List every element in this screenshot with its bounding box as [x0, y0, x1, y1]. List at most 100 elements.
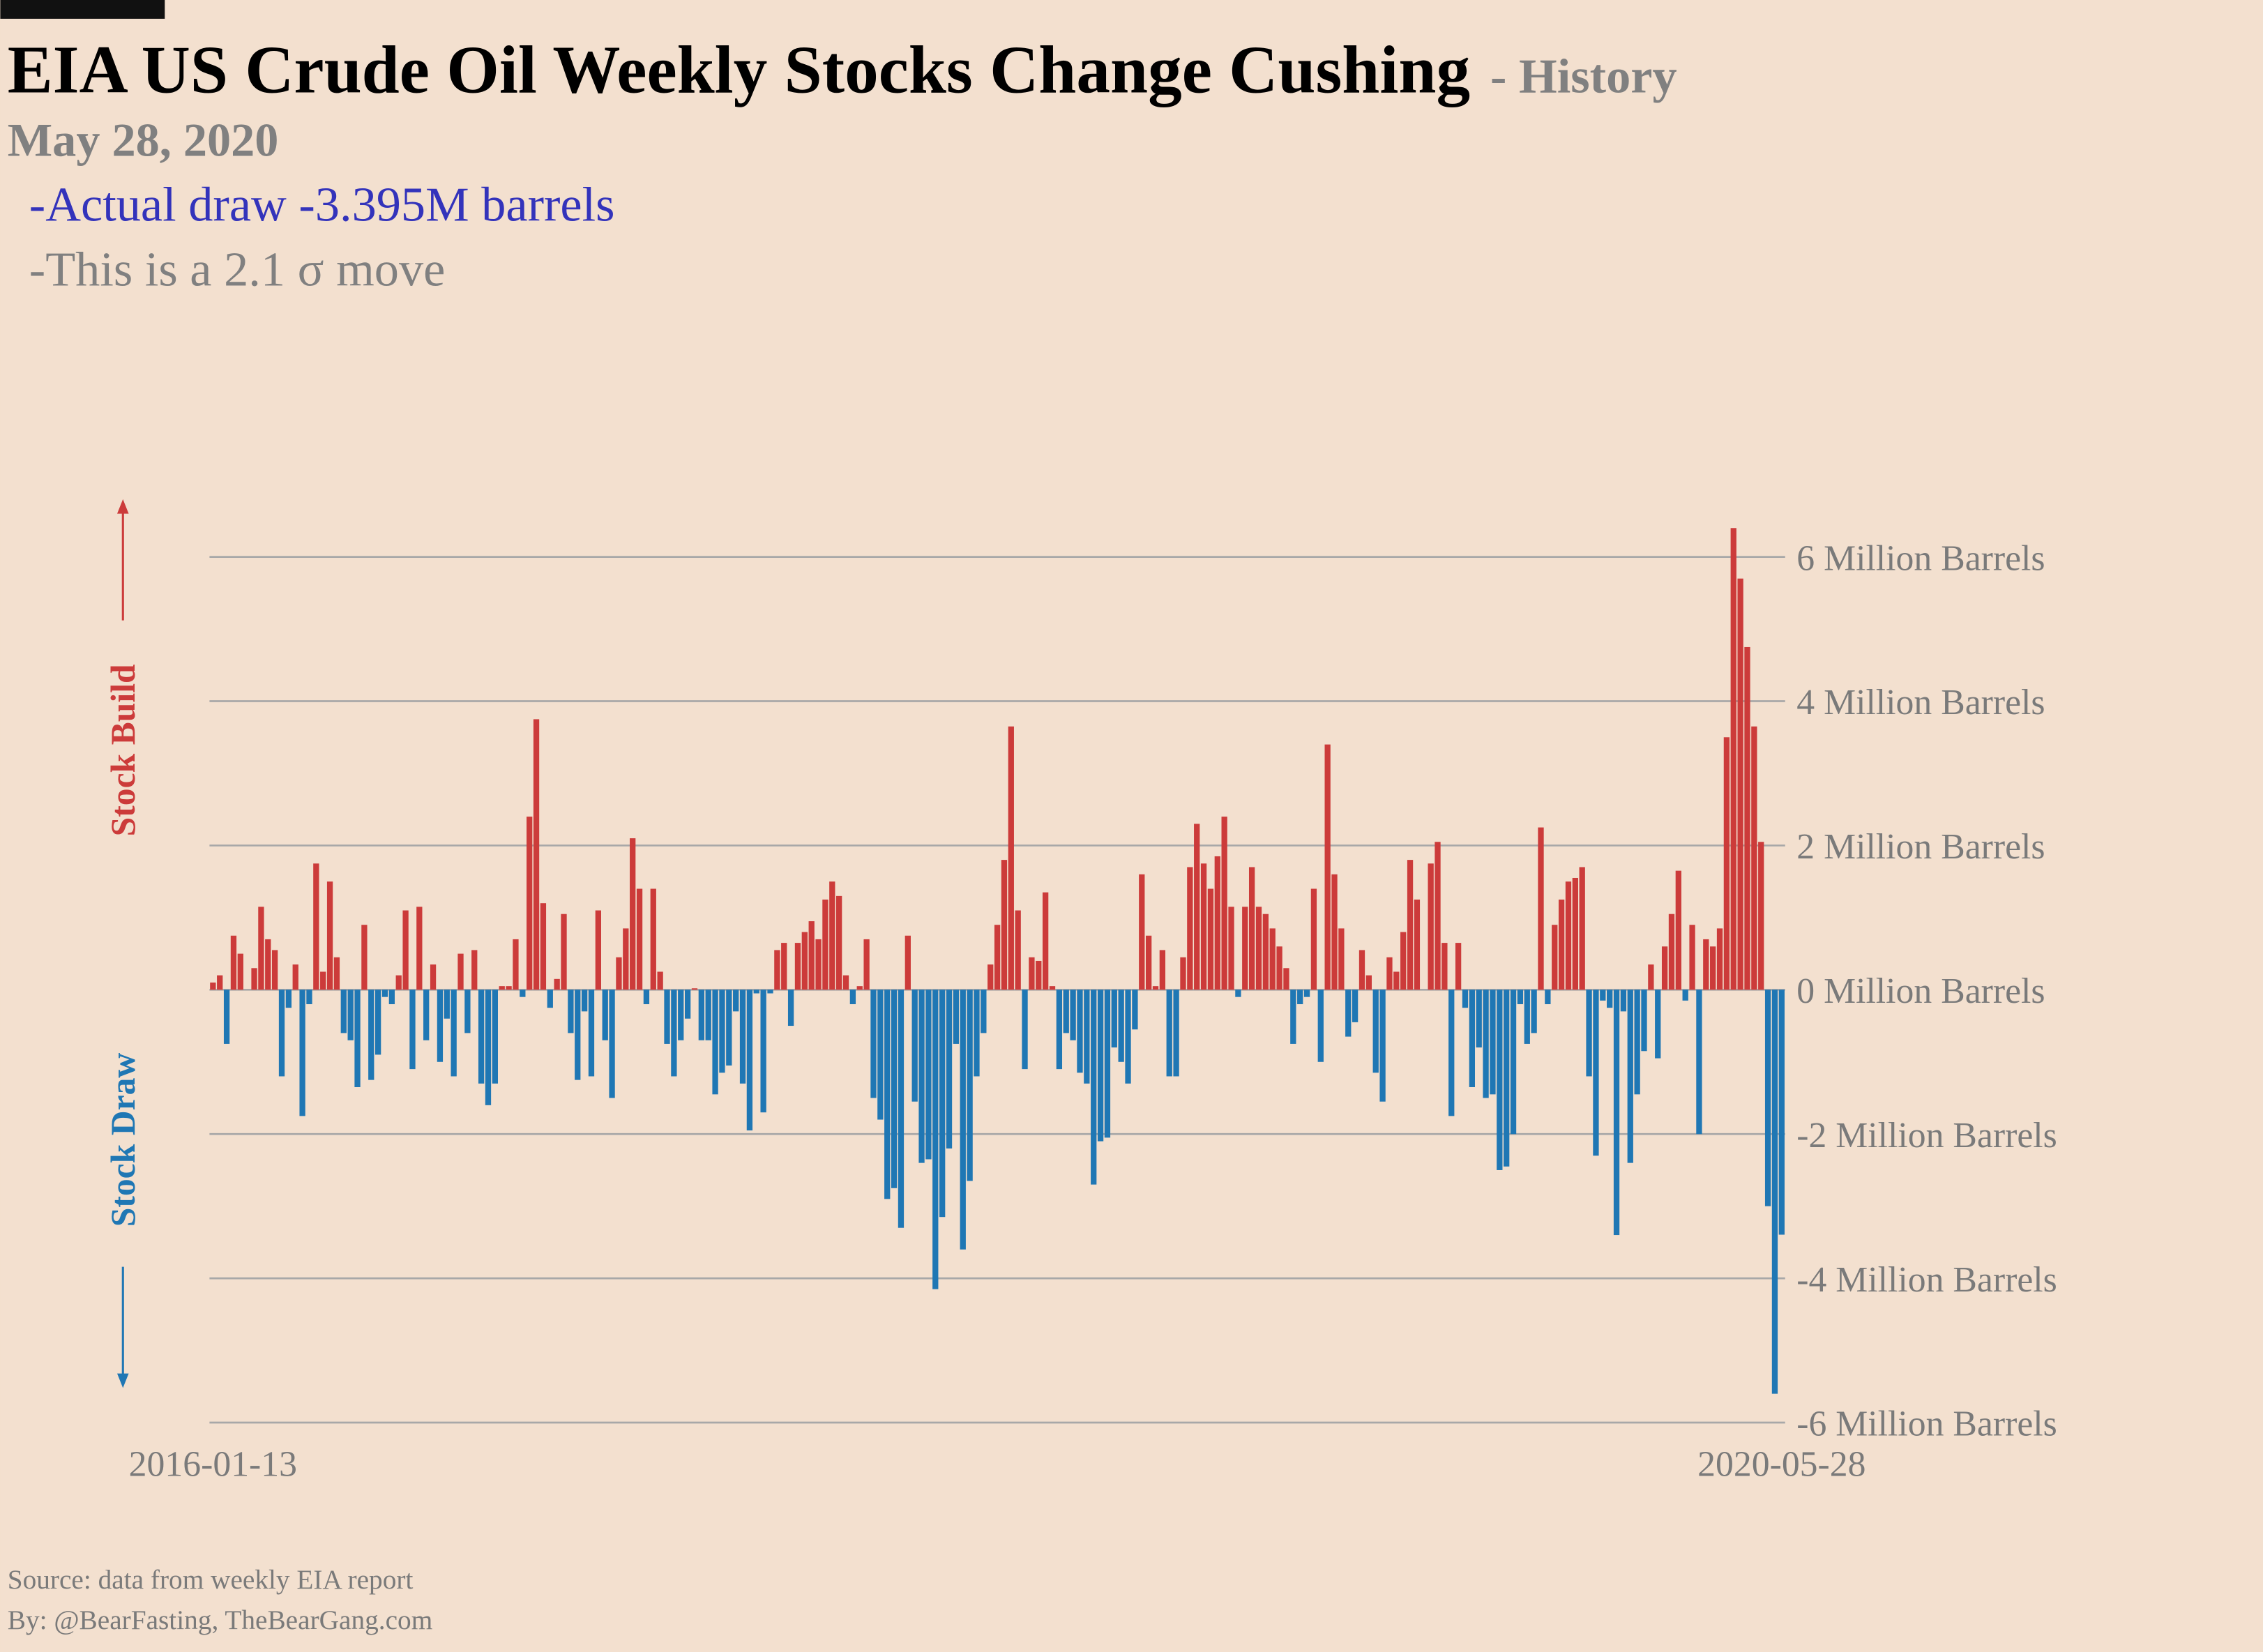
x-tick-label: 2016-01-13: [129, 1445, 297, 1485]
bar: [237, 953, 243, 990]
bar: [499, 986, 505, 990]
down-arrow: [116, 1266, 129, 1388]
bar: [230, 935, 237, 990]
bar: [340, 990, 347, 1033]
bar: [849, 990, 856, 1005]
bar: [698, 990, 704, 1040]
bar: [815, 939, 822, 990]
bar: [719, 990, 725, 1073]
bar: [402, 910, 409, 990]
bar: [347, 990, 354, 1040]
bar: [1538, 827, 1544, 990]
bar: [513, 939, 519, 990]
bar: [1778, 990, 1785, 1235]
title: EIA US Crude Oil Weekly Stocks Change Cu…: [8, 32, 1470, 107]
bar: [416, 907, 423, 990]
bar: [1345, 990, 1352, 1037]
bar: [1435, 842, 1441, 990]
bar: [774, 950, 780, 990]
bar: [616, 957, 622, 990]
bar: [1723, 737, 1730, 990]
bar: [1365, 975, 1372, 990]
bar: [444, 990, 450, 1019]
bar: [1379, 990, 1386, 1102]
bar: [1077, 990, 1083, 1073]
bar: [705, 990, 711, 1040]
bar: [299, 990, 305, 1116]
bar: [1586, 990, 1592, 1077]
bar: [1400, 932, 1407, 990]
date: May 28, 2020: [8, 113, 279, 166]
bar: [1097, 990, 1104, 1142]
bar: [939, 990, 946, 1218]
x-tick-label: 2020-05-28: [1697, 1445, 1865, 1485]
bar: [643, 990, 650, 1005]
bar: [1696, 990, 1702, 1135]
bar: [1358, 950, 1365, 990]
bar: [925, 990, 932, 1160]
bar: [1022, 990, 1028, 1070]
bar: [485, 990, 492, 1105]
bar: [1428, 863, 1434, 990]
bar: [1764, 990, 1771, 1206]
bar: [1386, 957, 1393, 990]
y-tick-label: 2 Million Barrels: [1796, 827, 2045, 867]
bar: [1159, 950, 1166, 990]
bar: [981, 990, 987, 1033]
bar: [1771, 990, 1778, 1394]
bar: [753, 990, 759, 994]
bar: [1730, 528, 1736, 990]
bar: [457, 953, 464, 990]
bar: [575, 990, 581, 1080]
bar: [1290, 990, 1296, 1044]
bar: [1469, 990, 1475, 1087]
bar: [801, 932, 808, 990]
bar: [1324, 744, 1331, 990]
up-label: Stock Build: [104, 664, 142, 836]
bar: [664, 990, 670, 1044]
bar: [1125, 990, 1131, 1084]
bar: [1262, 914, 1269, 990]
source: Source: data from weekly EIA report: [8, 1564, 414, 1595]
y-tick-label: -4 Million Barrels: [1796, 1260, 2057, 1300]
bar: [1620, 990, 1627, 1012]
bar: [492, 990, 498, 1084]
bar: [1194, 824, 1200, 990]
bar: [630, 838, 636, 990]
bar: [877, 990, 884, 1120]
bar: [374, 990, 381, 1055]
bar: [1593, 990, 1599, 1156]
bar: [1641, 990, 1647, 1052]
bar: [1524, 990, 1530, 1044]
bar: [746, 990, 753, 1131]
bar: [1221, 817, 1227, 990]
y-tick-label: 6 Million Barrels: [1796, 538, 2045, 578]
bar: [1504, 990, 1510, 1167]
bar: [1510, 990, 1517, 1135]
bar: [430, 964, 437, 990]
bar: [684, 990, 691, 1019]
bar: [320, 971, 326, 990]
bar: [1607, 990, 1613, 1008]
bar: [595, 910, 601, 990]
bar: [1276, 946, 1282, 990]
bar: [1600, 990, 1606, 1001]
bar: [1139, 874, 1145, 990]
bar: [1661, 946, 1668, 990]
bar: [602, 990, 608, 1040]
bar: [1744, 646, 1750, 990]
bar: [1317, 990, 1324, 1062]
bar: [657, 971, 663, 990]
bar: [842, 975, 849, 990]
bar: [1372, 990, 1379, 1073]
y-tick-label: -6 Million Barrels: [1796, 1404, 2057, 1444]
bar: [1558, 900, 1565, 990]
bar: [1001, 860, 1008, 990]
bar: [1036, 960, 1042, 990]
bar: [1668, 914, 1675, 990]
bar: [1531, 990, 1537, 1033]
bar: [1214, 856, 1220, 990]
bar: [1104, 990, 1111, 1138]
bar: [1572, 877, 1578, 990]
